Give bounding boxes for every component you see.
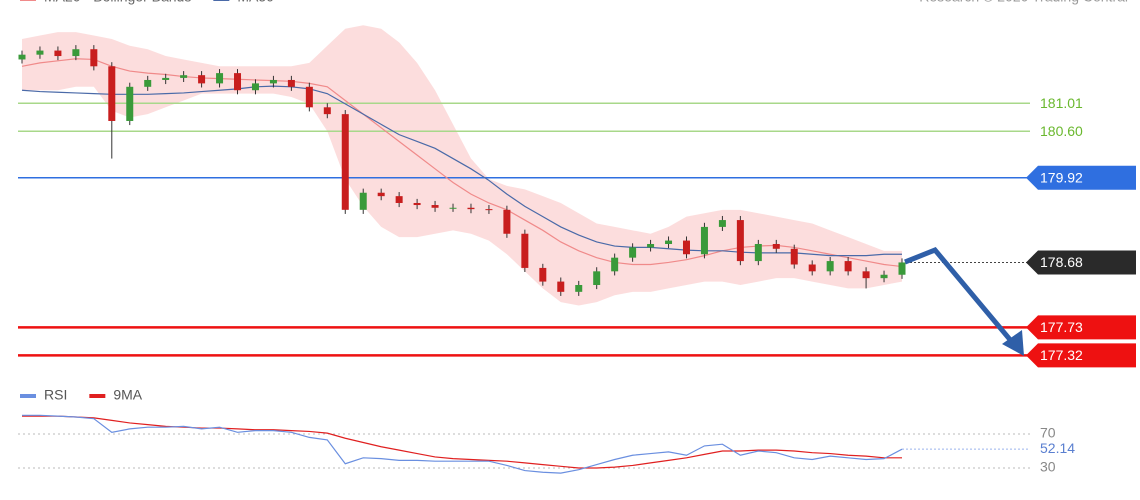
candle-body: [485, 209, 493, 211]
candle-body: [593, 271, 601, 285]
candle-body: [718, 220, 726, 227]
candle-body: [413, 202, 421, 206]
candle-body: [790, 248, 798, 265]
candle-body: [898, 262, 906, 275]
candle-body: [36, 50, 44, 55]
rsi-line: [22, 414, 903, 474]
legend-label: RSI: [44, 387, 67, 403]
candle-body: [700, 226, 708, 255]
candle-body: [305, 86, 313, 108]
candle-body: [198, 75, 206, 84]
candle-body: [234, 73, 242, 91]
candle-body: [736, 220, 744, 262]
candle-body: [54, 50, 62, 57]
bollinger-band: [22, 25, 902, 306]
credit: Research © 2020 Trading Central: [919, 0, 1128, 5]
legend-swatch: [20, 394, 36, 398]
candle-body: [449, 207, 457, 209]
candle-body: [682, 240, 690, 255]
legend-label: MA20 • Bollinger Bands: [44, 0, 191, 5]
level-label: 180.60: [1040, 123, 1083, 139]
candle-body: [754, 243, 762, 262]
candle-body: [18, 54, 26, 60]
candle-body: [539, 267, 547, 282]
candle-body: [359, 192, 367, 210]
candle-body: [341, 114, 349, 210]
candle-body: [216, 73, 224, 84]
candle-body: [611, 257, 619, 272]
level-label: 181.01: [1040, 95, 1083, 111]
forecast-arrow: [904, 247, 1014, 344]
legend-swatch: [89, 394, 106, 398]
candle-body: [772, 243, 780, 249]
candle-body: [521, 233, 529, 268]
candle-body: [665, 240, 673, 244]
level-tag: [1026, 315, 1136, 340]
candle-body: [126, 86, 134, 121]
candle-body: [251, 83, 259, 91]
candle-body: [844, 261, 852, 272]
candle-body: [826, 261, 834, 272]
candle-body: [808, 264, 816, 272]
candle-body: [180, 75, 188, 78]
candle-body: [323, 107, 331, 115]
rsi-line: [22, 415, 902, 469]
candle-body: [269, 79, 277, 84]
candle-body: [880, 274, 888, 279]
candle-body: [287, 79, 295, 87]
y-tick-label: 30: [1040, 459, 1056, 475]
candle-body: [575, 285, 583, 292]
candle-body: [862, 271, 870, 279]
level-tag: [1026, 165, 1136, 190]
candle-body: [72, 49, 80, 57]
candle-body: [377, 192, 385, 197]
candle-body: [467, 207, 475, 210]
level-label: 177.73: [1040, 319, 1083, 335]
level-label: 177.32: [1040, 347, 1083, 363]
candle-body: [503, 209, 511, 234]
last-price-tag: [1026, 250, 1136, 275]
candle-body: [108, 66, 116, 121]
candle-body: [647, 243, 655, 248]
candle-body: [431, 205, 439, 208]
plot: 181.01 180.60 179.92 177.73 177.32 178.68 MA20…: [18, 0, 1136, 475]
candle-body: [144, 79, 152, 87]
candle-body: [395, 196, 403, 203]
forecast-arrowhead: [1002, 330, 1024, 356]
rsi-last-label: 52.14: [1040, 440, 1075, 456]
candle-body: [90, 49, 98, 67]
y-tick-label: 70: [1040, 425, 1056, 441]
level-label: 179.92: [1040, 169, 1083, 185]
legend-label: 9MA: [113, 387, 142, 403]
candle-body: [162, 77, 170, 80]
candle-body: [557, 281, 565, 292]
level-tag: [1026, 343, 1136, 368]
legend-label: MA50: [237, 0, 274, 5]
candle-body: [629, 247, 637, 258]
last-price-label: 178.68: [1040, 254, 1083, 270]
